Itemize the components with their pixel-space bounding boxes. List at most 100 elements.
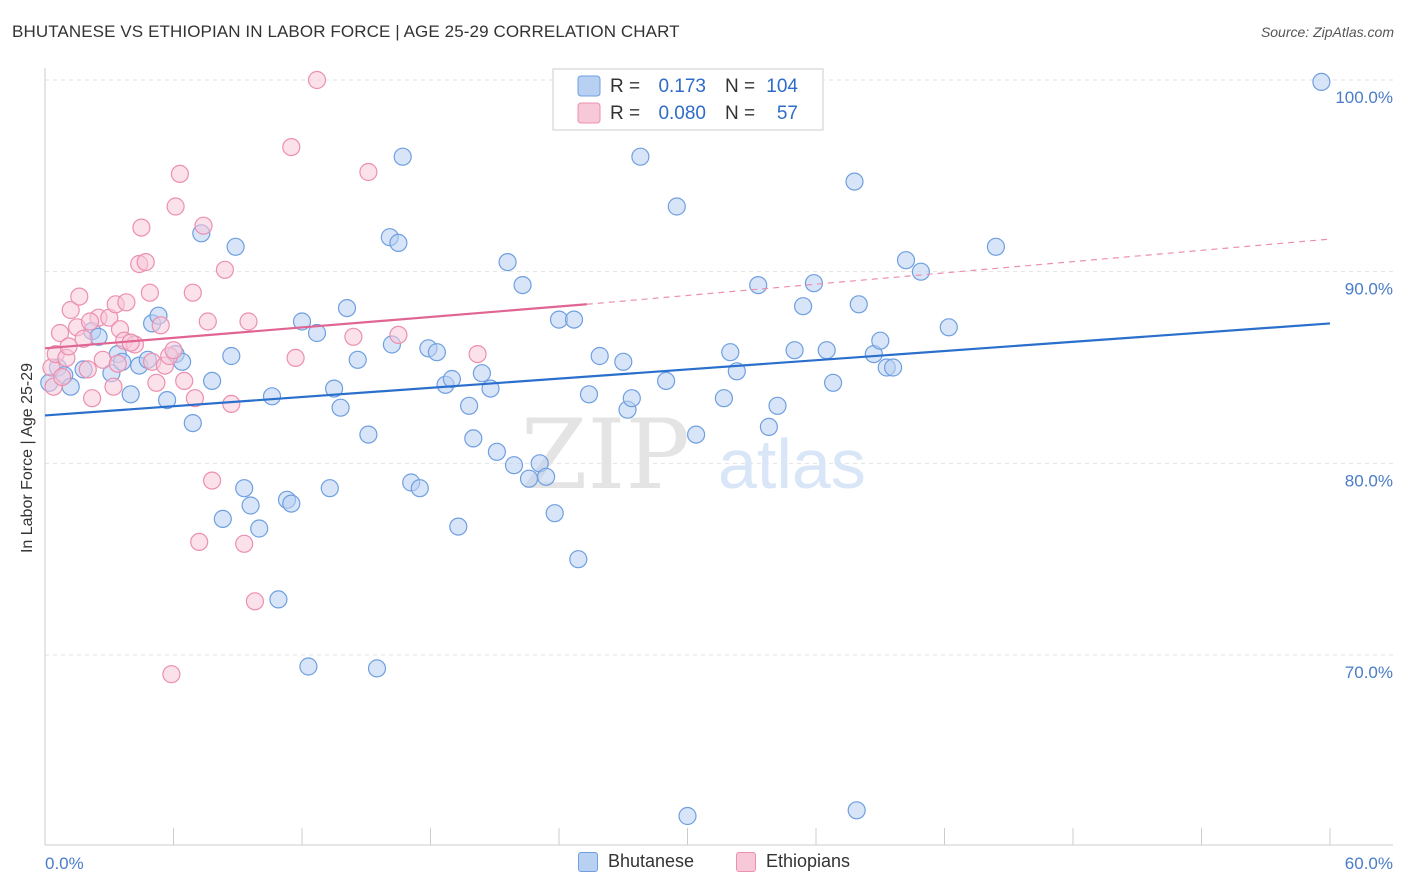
point-bhutanese bbox=[513, 276, 532, 295]
point-bhutanese bbox=[883, 358, 903, 377]
point-ethiopians bbox=[194, 216, 213, 235]
point-ethiopians bbox=[239, 312, 258, 331]
point-ethiopians bbox=[166, 197, 185, 216]
point-ethiopians bbox=[282, 138, 301, 157]
tick-labels: 70.0% 80.0% 90.0% 100.0% 0.0% 60.0% bbox=[45, 88, 1393, 873]
point-ethiopians bbox=[183, 283, 202, 302]
point-ethiopians bbox=[307, 70, 327, 90]
bottom-legend: Bhutanese Ethiopians bbox=[0, 851, 1406, 879]
point-bhutanese bbox=[269, 590, 288, 609]
point-bhutanese bbox=[331, 398, 350, 417]
point-bhutanese bbox=[656, 371, 676, 390]
y-tick-label: 80.0% bbox=[1345, 471, 1393, 490]
point-ethiopians bbox=[108, 354, 127, 373]
point-bhutanese bbox=[158, 391, 177, 410]
x-tick-label: 0.0% bbox=[45, 854, 84, 873]
point-ethiopians bbox=[82, 389, 102, 408]
point-bhutanese bbox=[487, 442, 506, 461]
point-ethiopians bbox=[50, 323, 70, 343]
chart-title: BHUTANESE VS ETHIOPIAN IN LABOR FORCE | … bbox=[12, 22, 680, 41]
point-bhutanese bbox=[590, 346, 609, 366]
point-bhutanese bbox=[307, 323, 327, 343]
point-bhutanese bbox=[986, 237, 1006, 256]
point-bhutanese bbox=[759, 417, 779, 436]
point-bhutanese bbox=[442, 369, 461, 389]
point-ethiopians bbox=[74, 329, 93, 348]
point-ethiopians bbox=[117, 293, 136, 312]
point-ethiopians bbox=[151, 316, 170, 335]
point-ethiopians bbox=[170, 164, 189, 183]
point-bhutanese bbox=[241, 496, 260, 515]
legend-label-bhutanese: Bhutanese bbox=[608, 851, 695, 871]
legend-item-bhutanese[interactable]: Bhutanese bbox=[578, 851, 694, 872]
data-points bbox=[40, 70, 1331, 826]
point-ethiopians bbox=[286, 348, 305, 367]
point-bhutanese bbox=[939, 318, 958, 337]
point-bhutanese bbox=[389, 233, 408, 252]
point-bhutanese bbox=[847, 801, 866, 820]
point-ethiopians bbox=[70, 287, 89, 306]
legend-label-ethiopians: Ethiopians bbox=[766, 851, 851, 871]
point-bhutanese bbox=[1312, 72, 1331, 92]
y-tick-label: 70.0% bbox=[1345, 663, 1393, 682]
point-bhutanese bbox=[631, 147, 650, 166]
point-ethiopians bbox=[203, 471, 222, 490]
point-bhutanese bbox=[498, 253, 517, 272]
legend-swatch-ethiopians bbox=[577, 102, 601, 124]
legend-item-ethiopians[interactable]: Ethiopians bbox=[736, 851, 850, 872]
point-bhutanese bbox=[849, 295, 868, 314]
legend-n-label-2: N = bbox=[725, 103, 755, 124]
point-bhutanese bbox=[845, 172, 864, 191]
y-tick-label: 90.0% bbox=[1345, 280, 1393, 299]
point-bhutanese bbox=[793, 297, 813, 316]
point-bhutanese bbox=[714, 389, 734, 408]
point-bhutanese bbox=[804, 274, 824, 293]
point-ethiopians bbox=[389, 325, 408, 344]
trend-line-ethiopians bbox=[44, 303, 587, 350]
series-ethiopians bbox=[42, 70, 487, 684]
point-bhutanese bbox=[292, 312, 312, 331]
point-bhutanese bbox=[785, 341, 804, 360]
point-bhutanese bbox=[348, 350, 367, 369]
point-bhutanese bbox=[393, 147, 412, 166]
point-bhutanese bbox=[325, 379, 344, 398]
point-bhutanese bbox=[213, 509, 232, 529]
x-tick-label: 60.0% bbox=[1345, 854, 1393, 873]
point-ethiopians bbox=[245, 592, 264, 611]
point-ethiopians bbox=[61, 300, 80, 320]
point-ethiopians bbox=[132, 218, 151, 237]
point-bhutanese bbox=[667, 197, 686, 216]
watermark-atlas: atlas bbox=[718, 425, 866, 503]
point-ethiopians bbox=[162, 665, 181, 684]
point-ethiopians bbox=[52, 368, 72, 387]
trend-lines bbox=[44, 238, 1331, 417]
legend-swatch-bhutanese bbox=[577, 75, 601, 97]
point-bhutanese bbox=[721, 343, 740, 362]
point-bhutanese bbox=[823, 373, 843, 392]
watermark-zip: ZIP bbox=[521, 399, 690, 511]
point-ethiopians bbox=[80, 312, 100, 331]
point-ethiopians bbox=[185, 389, 204, 408]
point-ethiopians bbox=[140, 283, 159, 302]
point-ethiopians bbox=[164, 341, 183, 360]
legend: R = 0.173 N = 104 R = 0.080 N = 57 bbox=[552, 68, 824, 131]
point-bhutanese bbox=[545, 504, 564, 523]
legend-swatch-icon bbox=[578, 851, 598, 872]
point-bhutanese bbox=[686, 425, 706, 444]
point-bhutanese bbox=[622, 389, 641, 408]
chart-source: Source: ZipAtlas.com bbox=[1260, 24, 1394, 40]
point-bhutanese bbox=[121, 385, 140, 404]
legend-r-label-2: R = bbox=[610, 103, 640, 124]
point-bhutanese bbox=[614, 352, 633, 371]
point-bhutanese bbox=[911, 262, 931, 281]
legend-n-value-1: 104 bbox=[766, 76, 798, 97]
point-bhutanese bbox=[449, 517, 468, 536]
point-bhutanese bbox=[359, 425, 378, 444]
point-ethiopians bbox=[147, 373, 166, 392]
point-bhutanese bbox=[235, 479, 254, 498]
legend-r-label-1: R = bbox=[610, 76, 640, 97]
trend-line-ethiopians-extension bbox=[586, 238, 1331, 305]
point-bhutanese bbox=[504, 456, 524, 475]
legend-r-value-1: 0.173 bbox=[658, 76, 706, 97]
